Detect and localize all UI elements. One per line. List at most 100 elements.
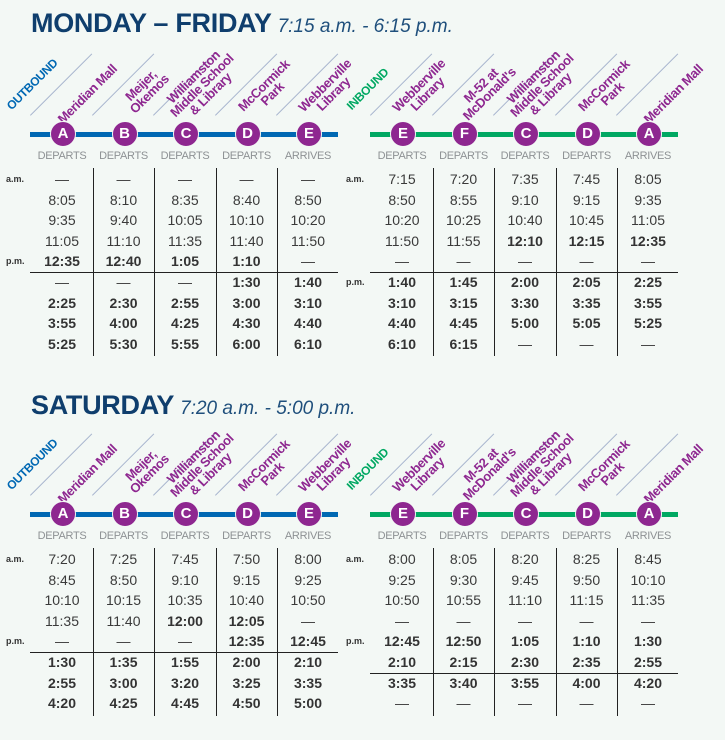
column-divider — [215, 168, 217, 357]
time-cell: — — [641, 612, 655, 629]
column-divider — [215, 548, 217, 716]
stop-marker-a: A — [636, 120, 662, 147]
time-cell: — — [456, 253, 471, 270]
time-cell: — — [116, 274, 131, 290]
time-cell: 7:50 — [232, 551, 261, 567]
time-cell: 1:10 — [232, 253, 261, 270]
time-cell: 3:55 — [47, 315, 77, 332]
period-label: a.m. — [346, 554, 365, 564]
stop-marker-a: A — [636, 500, 662, 527]
time-cell: 2:55 — [170, 294, 200, 311]
time-cell: 2:00 — [510, 274, 540, 290]
time-cell: 4:40 — [387, 315, 417, 332]
time-cell: 5:55 — [170, 335, 200, 352]
time-cell: 2:10 — [293, 654, 323, 670]
time-cell: 10:55 — [445, 592, 482, 609]
time-cell: 4:25 — [170, 315, 200, 332]
period-label: a.m. — [346, 174, 365, 184]
time-cell: 8:35 — [171, 191, 199, 208]
time-cell: 4:45 — [449, 315, 478, 332]
time-cell: 3:00 — [232, 294, 261, 311]
time-cell: 1:45 — [449, 274, 478, 290]
stop-action-label: DEPARTS — [562, 530, 611, 542]
time-cell: — — [518, 695, 532, 712]
stop-action-label: DEPARTS — [99, 530, 148, 542]
time-cell: 11:10 — [508, 592, 542, 609]
time-cell: 3:35 — [293, 674, 323, 691]
time-cell: 6:00 — [232, 335, 261, 352]
time-cell: 6:10 — [293, 335, 323, 352]
time-cell: 9:10 — [171, 571, 199, 588]
time-cell: 7:15 — [388, 171, 416, 187]
time-cell: — — [116, 171, 131, 187]
stop-marker-c: C — [513, 120, 539, 147]
time-cell: 8:00 — [294, 551, 322, 567]
time-cell: 9:40 — [109, 212, 138, 229]
time-cell: — — [116, 633, 131, 650]
period-label: p.m. — [346, 636, 365, 647]
stop-action-label: DEPARTS — [377, 150, 427, 162]
time-cell: 2:30 — [109, 294, 138, 311]
time-cell: 9:35 — [48, 212, 76, 229]
time-cell: 8:05 — [449, 551, 478, 567]
time-cell: 8:55 — [449, 191, 478, 208]
stop-marker-f: F — [451, 500, 478, 527]
time-cell: 5:00 — [293, 695, 323, 712]
stop-action-label: DEPARTS — [439, 150, 488, 162]
column-divider — [617, 168, 619, 357]
time-cell: 4:50 — [232, 695, 261, 712]
time-cell: 9:10 — [511, 191, 539, 208]
time-cell: — — [178, 274, 192, 290]
time-cell: 11:50 — [385, 232, 419, 249]
period-divider — [370, 672, 678, 674]
stop-action-label: DEPARTS — [160, 530, 210, 542]
time-cell: 1:40 — [387, 274, 417, 290]
time-cell: — — [178, 171, 192, 187]
inbound-timetable: INBOUND Webberville Library E DEPARTS M-52 at… — [340, 420, 706, 740]
stop-action-label: ARRIVES — [284, 530, 332, 542]
schedule-days: MONDAY – FRIDAY — [31, 8, 272, 38]
time-cell: 2:30 — [510, 654, 540, 670]
stop-marker-a: A — [50, 120, 76, 147]
time-cell: 10:05 — [167, 212, 203, 229]
period-divider — [30, 272, 338, 273]
column-divider — [617, 548, 619, 716]
stop-marker-e: E — [390, 120, 416, 147]
time-cell: 2:25 — [633, 274, 663, 290]
outbound-timetable: OUTBOUND Meridian Mall A DEPARTS Meijer, Okem… — [0, 420, 354, 740]
time-cell: — — [395, 612, 409, 629]
stop-marker-e: E — [296, 120, 322, 147]
time-cell: 11:40 — [229, 232, 264, 249]
time-cell: 9:15 — [232, 571, 261, 588]
time-cell: 8:40 — [232, 191, 261, 208]
time-cell: 3:15 — [449, 294, 478, 311]
time-cell: 11:35 — [45, 612, 79, 629]
stop-marker-c: C — [173, 120, 199, 147]
time-cell: 8:00 — [388, 551, 416, 567]
time-cell: 2:35 — [572, 654, 601, 670]
stop-marker-b: B — [111, 500, 138, 527]
time-cell: 3:10 — [387, 294, 417, 311]
time-cell: 7:45 — [171, 551, 199, 567]
inbound-timetable: INBOUND Webberville Library E DEPARTS M-52 at… — [340, 40, 706, 360]
time-cell: 3:55 — [510, 674, 540, 691]
time-cell: 9:15 — [572, 191, 601, 208]
stop-marker-e: E — [390, 500, 416, 527]
time-cell: 3:25 — [232, 674, 261, 691]
time-cell: 11:35 — [631, 592, 665, 609]
time-cell: 5:05 — [572, 315, 601, 332]
time-cell: 9:25 — [388, 571, 416, 588]
time-cell: — — [641, 253, 655, 270]
time-cell: — — [579, 253, 594, 270]
time-cell: 12:40 — [105, 253, 142, 270]
time-cell: 8:05 — [48, 191, 76, 208]
time-cell: 1:10 — [572, 633, 601, 650]
time-cell: 2:00 — [232, 654, 261, 670]
stop-marker-d: D — [234, 120, 261, 147]
time-cell: 1:30 — [47, 654, 77, 670]
time-cell: — — [641, 695, 655, 712]
time-cell: 9:50 — [572, 571, 601, 588]
column-divider — [154, 168, 156, 357]
time-cell: 3:10 — [293, 294, 323, 311]
time-cell: 6:10 — [387, 335, 417, 352]
